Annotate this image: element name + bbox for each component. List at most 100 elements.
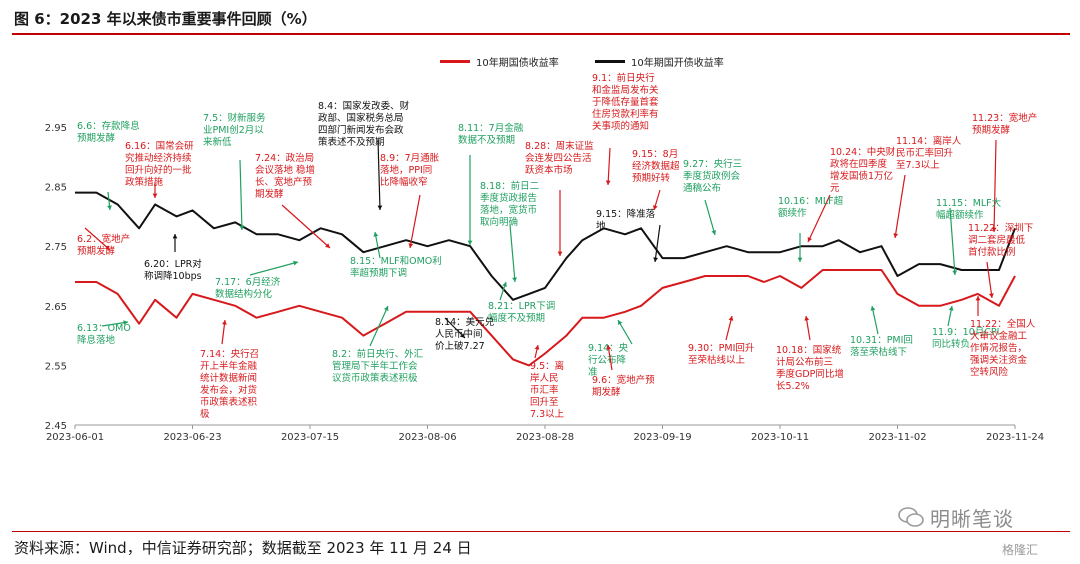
annotation-arrowhead bbox=[239, 225, 245, 230]
event-annotation: 10.16：MLF超额续作 bbox=[778, 195, 844, 219]
y-tick-label: 2.55 bbox=[45, 361, 67, 372]
event-annotation: 9.5：离岸人民币汇率回升至 7.3以上 bbox=[530, 360, 565, 420]
annotation-arrow bbox=[617, 319, 633, 345]
annotation-arrowhead bbox=[222, 320, 227, 325]
annotation-arrow bbox=[871, 305, 879, 335]
annotation-arrow bbox=[949, 207, 956, 276]
legend-label-gov: 10年期国债收益率 bbox=[476, 58, 559, 69]
event-annotation: 6.16：国常会研究推动经济持续回升向好的一批政策措施 bbox=[125, 140, 194, 188]
annotation-arrow bbox=[281, 204, 331, 249]
annotation-arrowhead bbox=[408, 243, 414, 248]
event-annotation: 8.21：LPR下调幅度不及预期 bbox=[488, 301, 555, 324]
x-tick-label: 2023-07-15 bbox=[281, 432, 339, 443]
annotation-arrowhead bbox=[804, 316, 810, 321]
y-tick-label: 2.85 bbox=[45, 183, 67, 194]
annotation-arrowhead bbox=[325, 243, 330, 248]
legend-swatch-red bbox=[440, 60, 470, 63]
annotation-arrowhead bbox=[807, 237, 812, 242]
annotation-arrow bbox=[444, 317, 466, 339]
x-tick-label: 2023-09-19 bbox=[633, 432, 691, 443]
annotation-arrowhead bbox=[728, 316, 734, 321]
series-line-gov-yield bbox=[75, 269, 1016, 367]
annotation-arrow bbox=[509, 224, 516, 283]
y-tick-label: 2.95 bbox=[45, 123, 67, 134]
watermark-text: 明晰笔谈 bbox=[930, 507, 1014, 531]
event-annotation: 8.11：7月金融数据不及预期 bbox=[458, 122, 524, 146]
event-annotation: 7.24：政治局会议落地 稳增长、宽地产预期发酵 bbox=[255, 152, 315, 200]
event-annotation: 11.15：MLF大幅超额续作 bbox=[936, 197, 1002, 221]
event-annotation: 6.20：LPR对称调降10bps bbox=[144, 258, 202, 282]
annotation-arrowhead bbox=[870, 306, 876, 311]
annotation-arrowhead bbox=[373, 232, 379, 237]
x-tick-label: 2023-10-11 bbox=[751, 432, 809, 443]
annotation-arrowhead bbox=[653, 257, 658, 262]
event-annotation: 9.15：降准落地 bbox=[596, 208, 656, 232]
wechat-icon bbox=[898, 507, 924, 527]
event-annotation: 6.2：宽地产预期发酵 bbox=[77, 233, 130, 257]
annotation-arrowhead bbox=[989, 293, 994, 298]
event-annotation: 7.5：财新服务业PMI创2月以来新低 bbox=[203, 112, 266, 148]
event-annotation: 9.30：PMI回升至荣枯线以上 bbox=[688, 343, 755, 366]
annotation-arrowhead bbox=[952, 270, 958, 275]
annotation-arrowhead bbox=[797, 257, 803, 262]
x-tick-label: 2023-06-01 bbox=[46, 432, 104, 443]
event-annotation: 7.14：央行召开上半年金融统计数据新闻发布会，对货币政策表述积极 bbox=[200, 348, 259, 420]
x-tick-label: 2023-11-02 bbox=[868, 432, 926, 443]
annotation-arrowhead bbox=[605, 180, 611, 185]
annotation-arrow bbox=[377, 139, 381, 211]
figure-title: 图 6：2023 年以来债市重要事件回顾（%） bbox=[14, 10, 317, 28]
y-tick-label: 2.45 bbox=[45, 421, 67, 432]
event-annotation: 6.6：存款降息预期发酵 bbox=[77, 120, 140, 144]
event-annotation: 7.17：6月经济数据结构分化 bbox=[215, 276, 281, 300]
annotation-arrowhead bbox=[512, 277, 517, 282]
event-annotation: 11.23：宽地产预期发酵 bbox=[972, 112, 1037, 136]
annotation-arrowhead bbox=[293, 260, 298, 266]
source-divider bbox=[12, 531, 1070, 532]
annotation-arrow bbox=[369, 305, 389, 347]
annotation-arrowhead bbox=[377, 205, 383, 210]
annotation-arrowhead bbox=[384, 306, 389, 311]
annotation-arrow bbox=[986, 261, 993, 299]
annotation-arrowhead bbox=[534, 345, 540, 350]
event-annotation: 9.6：宽地产预期发酵 bbox=[592, 374, 655, 398]
x-tick-label: 2023-08-06 bbox=[398, 432, 456, 443]
source-note: 资料来源：Wind，中信证券研究部；数据截至 2023 年 11 月 24 日 bbox=[14, 539, 472, 557]
x-tick-label: 2023-08-28 bbox=[516, 432, 574, 443]
x-tick-label: 2023-11-24 bbox=[986, 432, 1044, 443]
annotation-arrow bbox=[239, 159, 243, 231]
annotation-arrowhead bbox=[557, 251, 563, 256]
event-annotation: 8.28：周末证监会连发四公告活跃资本市场 bbox=[525, 140, 594, 176]
annotation-arrowhead bbox=[502, 282, 507, 287]
legend-swatch-black bbox=[595, 60, 625, 63]
annotation-arrow bbox=[607, 147, 611, 186]
event-annotation: 11.22：全国人大审议金融工作情况报告，强调关注资金空转风险 bbox=[970, 318, 1036, 378]
annotation-arrow bbox=[84, 227, 111, 251]
event-annotation: 9.1：前日央行和金监局发布关于降低存量首套住房贷款利率有关事项的通知 bbox=[592, 72, 659, 132]
event-annotation: 8.2：前日央行、外汇管理局下半年工作会议货币政策表述积极 bbox=[332, 348, 424, 384]
annotation-arrowhead bbox=[618, 320, 623, 325]
annotation-arrowhead bbox=[105, 245, 110, 250]
annotation-arrowhead bbox=[948, 306, 954, 311]
annotation-arrow bbox=[409, 194, 421, 249]
event-annotation: 11.9：10月CPI 同比转负 bbox=[932, 327, 999, 350]
annotation-arrowhead bbox=[107, 205, 112, 210]
event-annotation: 10.18：国家统计局公布前三季度GDP同比增长5.2% bbox=[776, 344, 844, 392]
legend-item-gov: 10年期国债收益率 bbox=[440, 54, 559, 69]
event-annotation: 11.14：离岸人民币汇率回升至7.3以上 bbox=[896, 135, 962, 171]
event-annotation: 8.15：MLF和OMO利率超预期下调 bbox=[350, 255, 442, 279]
legend-item-cdb: 10年期国开债收益率 bbox=[595, 54, 724, 69]
event-annotation: 8.18：前日二季度货政报告落地，宽货币取向明确 bbox=[480, 180, 539, 228]
annotation-arrowhead bbox=[893, 233, 899, 238]
x-tick-label: 2023-06-23 bbox=[163, 432, 221, 443]
annotation-arrowhead bbox=[991, 227, 997, 232]
annotation-arrowhead bbox=[152, 193, 158, 198]
annotation-arrowhead bbox=[711, 230, 717, 235]
annotation-arrow bbox=[894, 174, 906, 239]
watermark-secondary: 格隆汇 bbox=[1002, 543, 1039, 557]
annotation-arrow bbox=[654, 224, 661, 263]
annotation-arrowhead bbox=[172, 234, 178, 239]
event-annotation: 11.22：深圳下调二套房最低首付款比例 bbox=[968, 223, 1033, 258]
annotation-arrow bbox=[807, 194, 831, 243]
legend-label-cdb: 10年期国开债收益率 bbox=[631, 58, 724, 69]
event-annotation: 8.4：国家发改委、财政部、国家税务总局四部门新闻发布会政策表述不及预期 bbox=[318, 100, 410, 148]
